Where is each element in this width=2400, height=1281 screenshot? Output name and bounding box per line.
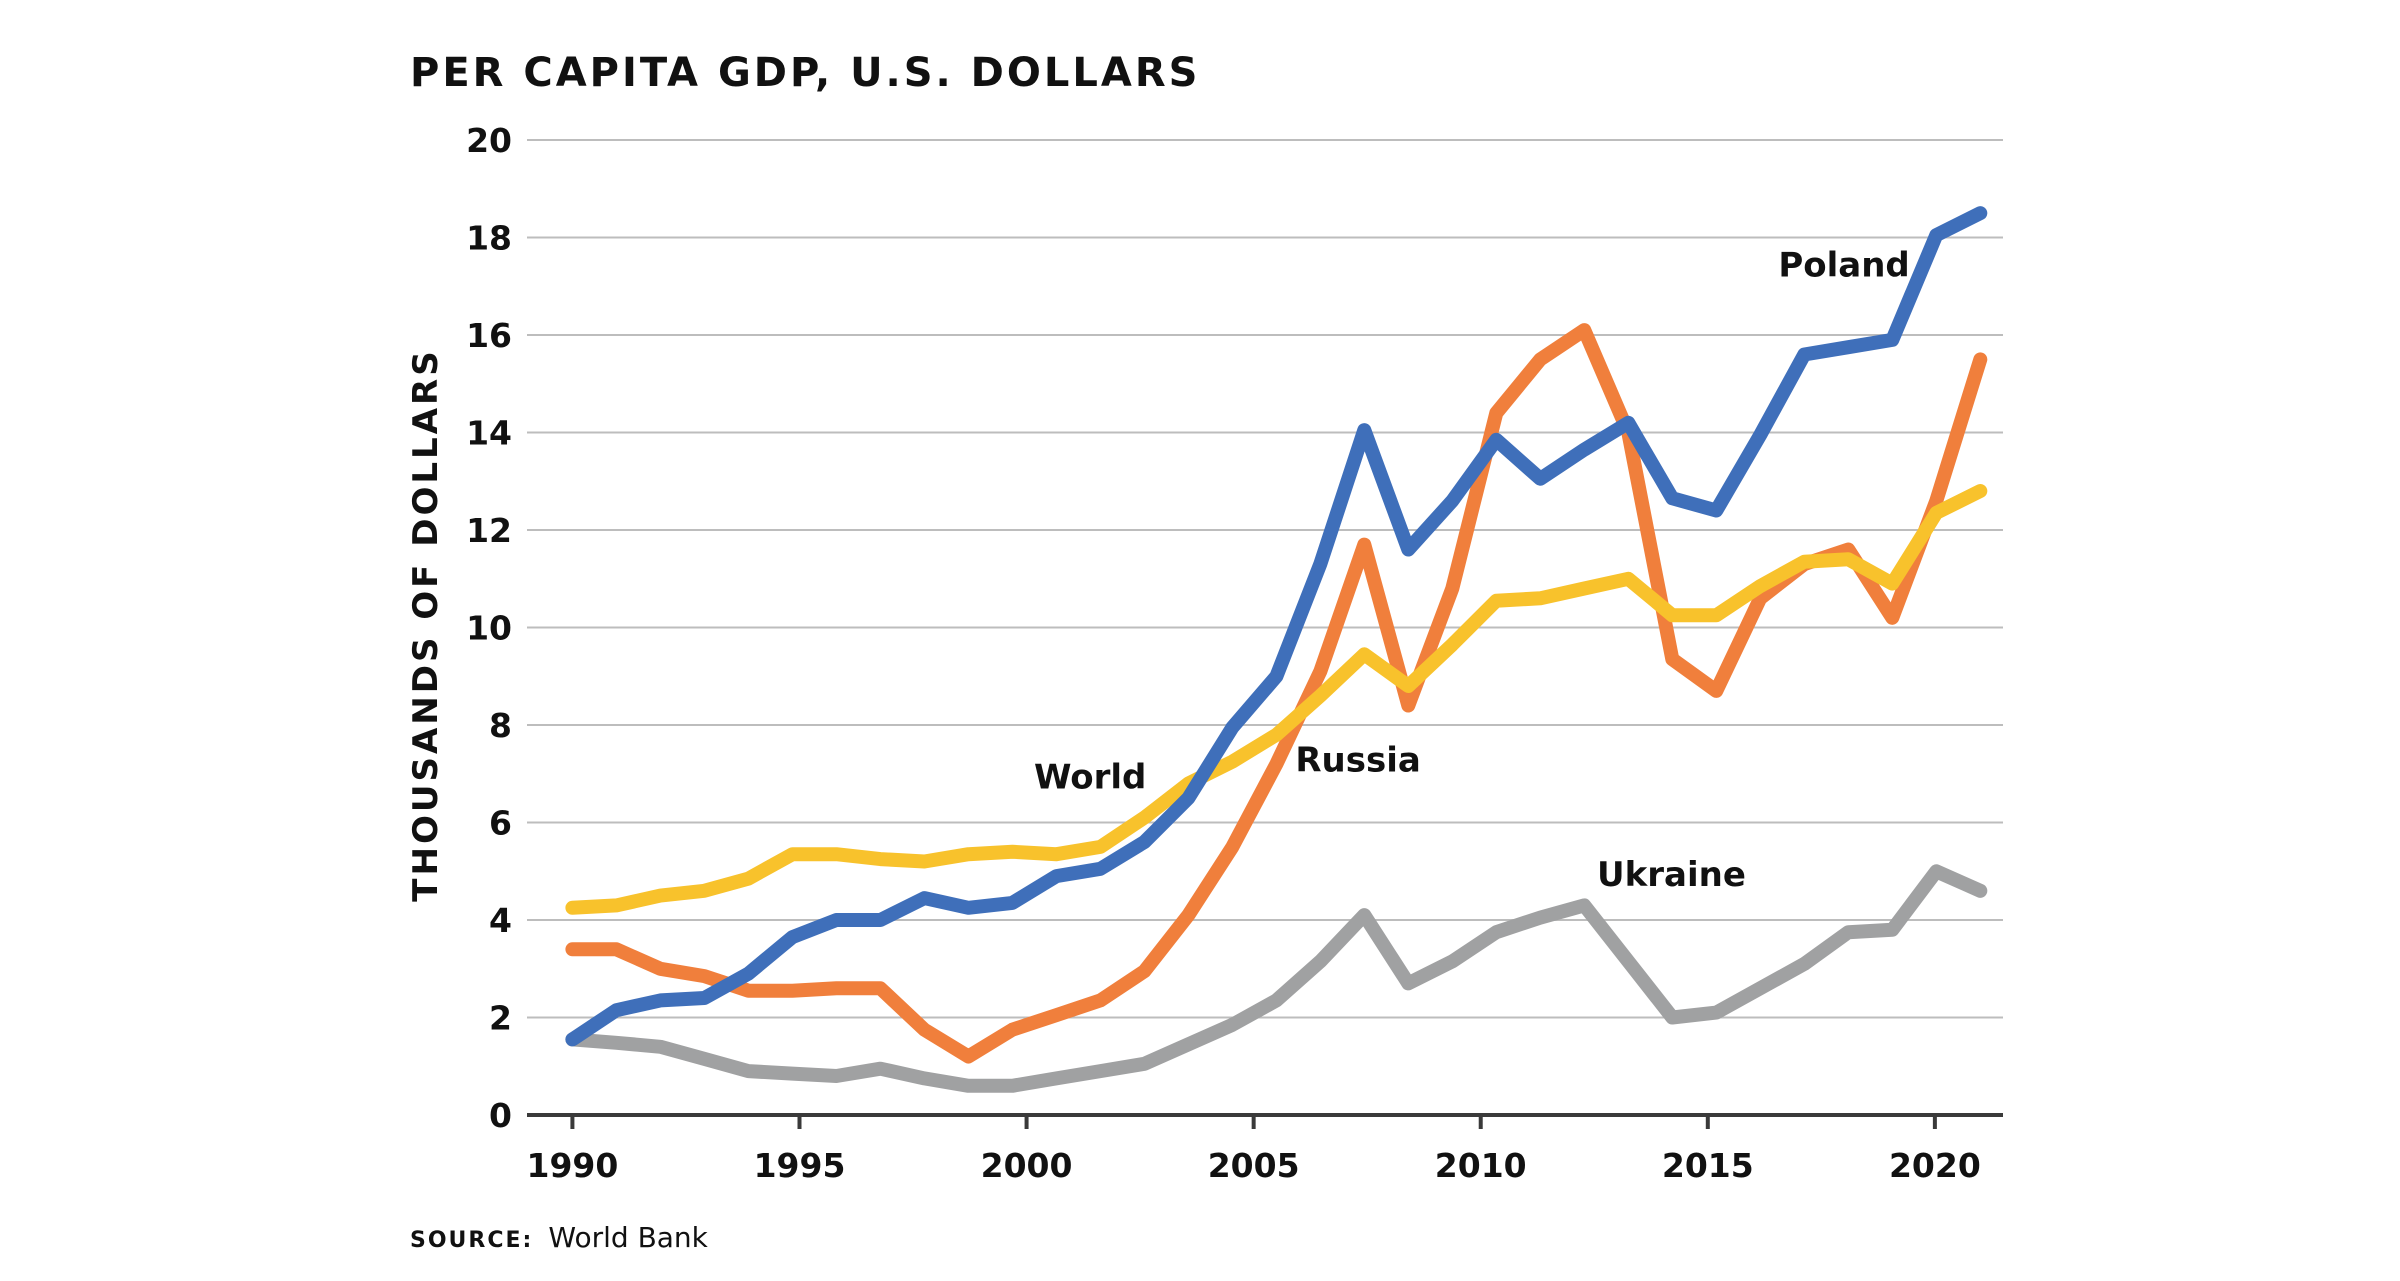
series-label-russia: Russia xyxy=(1295,740,1420,780)
x-tick-label: 2000 xyxy=(981,1146,1073,1185)
series-line-poland xyxy=(565,206,1988,1047)
series-label-ukraine: Ukraine xyxy=(1597,855,1746,895)
source-value: World Bank xyxy=(548,1221,708,1254)
y-tick-label: 0 xyxy=(489,1096,512,1135)
y-tick-label: 2 xyxy=(489,999,512,1038)
x-tick-label: 2020 xyxy=(1889,1146,1981,1185)
source-label: SOURCE: xyxy=(410,1228,533,1253)
gridlines xyxy=(527,139,2003,1019)
y-tick-label: 4 xyxy=(489,901,512,940)
y-tick-label: 16 xyxy=(466,316,512,355)
chart-title: PER CAPITA GDP, U.S. DOLLARS xyxy=(410,50,1200,96)
series-label-world: World xyxy=(1034,757,1146,797)
y-tick-label: 10 xyxy=(466,609,512,648)
y-tick-label: 20 xyxy=(466,121,512,160)
series-line-world xyxy=(565,484,1988,915)
source-note: SOURCE: World Bank xyxy=(410,1221,709,1254)
y-tick-label: 6 xyxy=(489,804,512,843)
x-tick-label: 1990 xyxy=(526,1146,618,1185)
y-tick-label: 8 xyxy=(489,706,512,745)
y-tick-label: 18 xyxy=(466,219,512,258)
series-line-russia xyxy=(565,323,1988,1064)
series-line-ukraine xyxy=(565,864,1988,1093)
series-lines xyxy=(565,206,1988,1093)
y-axis-ticks: 0 2 4 6 8 10 12 14 16 18 20 xyxy=(466,121,512,1135)
series-labels: Poland Russia World Ukraine xyxy=(1034,246,1910,895)
y-tick-label: 12 xyxy=(466,511,512,550)
x-tick-label: 2010 xyxy=(1435,1146,1527,1185)
x-tick-label: 2005 xyxy=(1208,1146,1300,1185)
x-axis-ticks: 1990 1995 2000 2005 2010 2015 2020 xyxy=(526,1115,1981,1185)
x-tick-label: 2015 xyxy=(1662,1146,1754,1185)
y-tick-label: 14 xyxy=(466,414,512,453)
x-tick-label: 1995 xyxy=(754,1146,846,1185)
y-axis-label: THOUSANDS OF DOLLARS xyxy=(406,348,446,901)
series-label-poland: Poland xyxy=(1778,246,1909,286)
